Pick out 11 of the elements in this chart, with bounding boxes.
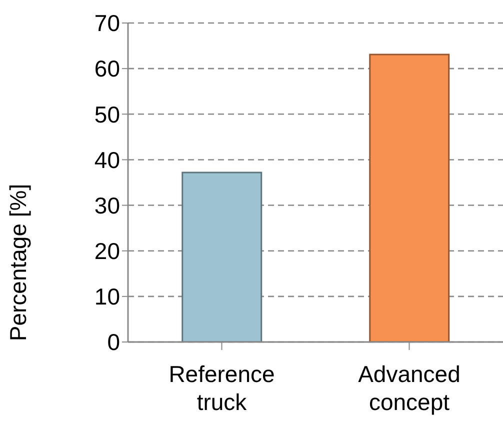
y-tick-label: 40 xyxy=(94,146,120,173)
y-tick-label: 60 xyxy=(94,56,120,82)
x-tick-label: Advanced concept xyxy=(358,361,460,415)
y-axis-title: Percentage [%] xyxy=(5,184,32,342)
y-tick-label: 20 xyxy=(94,238,120,264)
y-tick-label: 0 xyxy=(107,329,120,356)
y-tick-label: 10 xyxy=(94,284,120,310)
y-tick-label: 50 xyxy=(94,101,120,128)
x-tick-label: Reference truck xyxy=(168,361,275,415)
y-tick-label: 70 xyxy=(94,10,120,36)
y-tick-label: 30 xyxy=(94,192,120,218)
